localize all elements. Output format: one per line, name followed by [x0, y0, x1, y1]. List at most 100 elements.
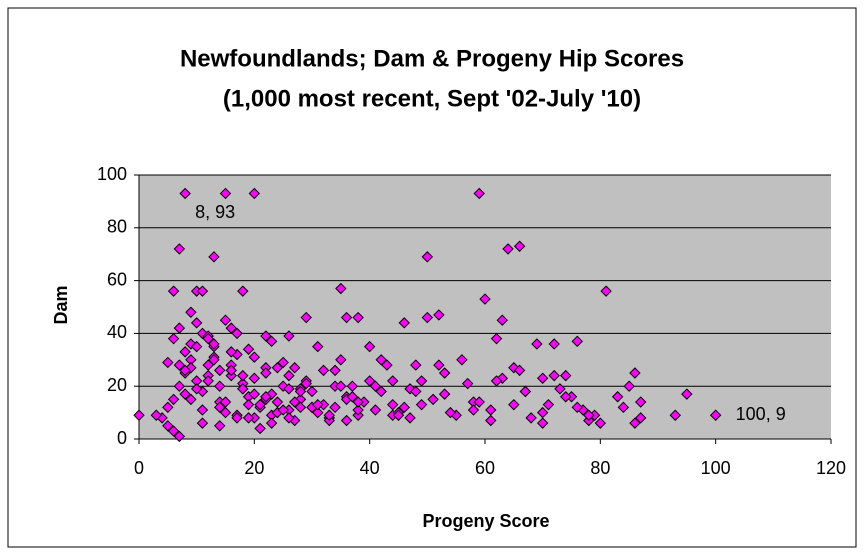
point: [611, 391, 624, 403]
point: [196, 417, 209, 429]
point: [421, 311, 434, 324]
point: [242, 398, 255, 411]
point: [237, 369, 249, 382]
x-tick-label: 60: [475, 458, 495, 478]
point: [438, 367, 451, 379]
point: [190, 340, 203, 353]
chart-subtitle: (1,000 most recent, Sept '02-July '10): [223, 85, 641, 112]
point: [513, 364, 526, 377]
annotation: 100, 9: [736, 404, 786, 424]
point: [248, 372, 261, 384]
point: [669, 409, 682, 421]
point: [260, 330, 272, 342]
point: [225, 322, 237, 334]
point: [554, 383, 566, 395]
point: [225, 346, 237, 358]
point: [208, 354, 220, 366]
point: [346, 391, 359, 403]
point: [387, 398, 399, 411]
point: [456, 354, 468, 366]
x-tick-label: 20: [244, 458, 264, 478]
point: [231, 327, 243, 340]
point: [410, 385, 422, 398]
point: [352, 396, 364, 408]
point: [185, 393, 197, 406]
point: [508, 398, 520, 411]
point: [202, 332, 214, 345]
point: [398, 317, 410, 329]
point: [600, 285, 612, 297]
point: [150, 409, 163, 421]
point: [560, 369, 572, 382]
point: [214, 420, 226, 432]
point: [248, 351, 261, 363]
point: [248, 187, 261, 200]
point: [404, 412, 416, 424]
point: [179, 364, 191, 377]
point: [190, 383, 203, 395]
point: [513, 240, 526, 252]
point: [634, 412, 647, 424]
y-axis-label: Dam: [51, 285, 71, 324]
point: [571, 335, 583, 348]
point: [369, 380, 382, 392]
point: [525, 412, 537, 424]
point: [167, 285, 180, 297]
point: [548, 338, 560, 350]
point: [629, 417, 641, 429]
plot-area: [139, 175, 831, 439]
point: [237, 383, 249, 395]
point: [398, 401, 410, 414]
point: [335, 354, 347, 366]
point: [421, 251, 434, 263]
point: [283, 383, 295, 395]
point: [173, 322, 186, 334]
point: [433, 359, 445, 371]
point: [381, 359, 393, 371]
point: [617, 401, 630, 414]
point: [352, 404, 364, 416]
point: [196, 285, 209, 297]
point: [548, 369, 560, 382]
point: [248, 388, 261, 400]
point: [485, 414, 497, 427]
point: [294, 401, 307, 414]
point: [329, 364, 341, 377]
point: [473, 396, 485, 408]
point: [312, 340, 324, 353]
point: [375, 354, 387, 366]
point: [433, 309, 445, 321]
y-tick-label: 100: [97, 164, 127, 184]
point: [415, 375, 428, 387]
point: [214, 380, 226, 392]
point: [294, 385, 307, 398]
point: [369, 404, 382, 416]
point: [288, 396, 301, 408]
point: [392, 409, 405, 421]
point: [214, 401, 226, 414]
point: [312, 398, 324, 411]
x-tick-label: 40: [360, 458, 380, 478]
point: [490, 375, 503, 387]
point: [467, 404, 480, 416]
point: [208, 338, 220, 350]
point: [490, 332, 503, 345]
point: [461, 377, 474, 390]
point: [254, 422, 266, 435]
point: [335, 282, 347, 295]
point: [363, 340, 376, 353]
point: [709, 409, 722, 421]
y-tick-label: 0: [117, 428, 127, 448]
x-tick-label: 100: [701, 458, 731, 478]
point: [242, 412, 255, 424]
annotation: 8, 93: [195, 202, 235, 222]
point: [265, 417, 278, 429]
point: [254, 398, 266, 411]
point: [237, 285, 249, 297]
point: [242, 343, 255, 355]
point: [185, 306, 197, 318]
point: [167, 332, 180, 345]
point: [410, 359, 422, 371]
y-tick-label: 40: [107, 322, 127, 342]
x-axis-label: Progeny Score: [422, 511, 549, 531]
